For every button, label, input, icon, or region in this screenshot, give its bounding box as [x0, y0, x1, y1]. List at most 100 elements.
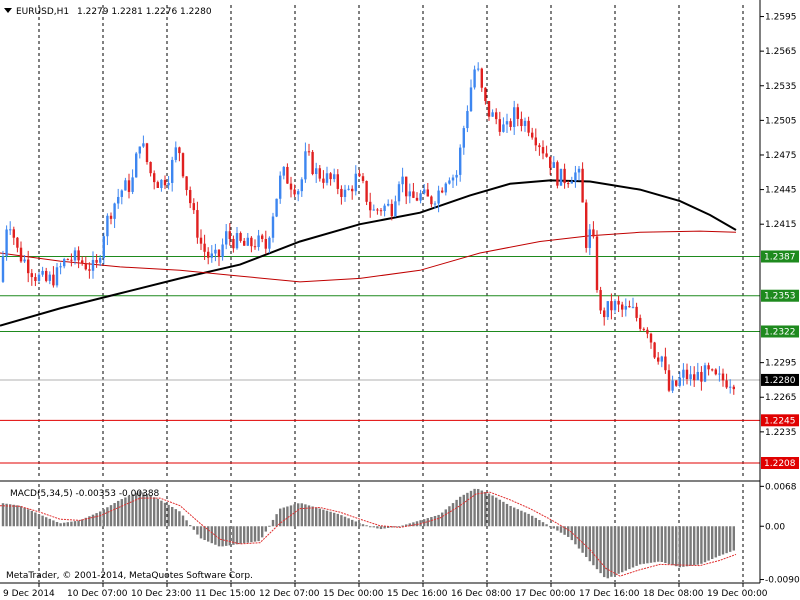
- candle-body: [235, 233, 239, 249]
- candle-body: [527, 120, 530, 133]
- macd-bar: [531, 515, 534, 527]
- macd-bar: [405, 524, 408, 527]
- candle-body: [304, 151, 307, 180]
- macd-bar: [559, 526, 563, 533]
- macd-bar: [653, 526, 656, 563]
- candle-body: [149, 162, 152, 174]
- candle-body: [23, 259, 26, 262]
- candle-body: [351, 188, 354, 192]
- candle-body: [300, 179, 303, 192]
- candle-body: [250, 237, 253, 247]
- candle-body: [315, 168, 318, 175]
- candle-body: [520, 118, 523, 127]
- macd-bar: [376, 526, 379, 529]
- price-tick-label: 1.2505: [765, 116, 797, 126]
- macd-bar: [5, 503, 8, 527]
- macd-bar: [257, 526, 260, 542]
- macd-bar: [99, 511, 102, 527]
- macd-bar: [732, 526, 735, 551]
- macd-bar: [167, 504, 170, 527]
- macd-bar: [642, 526, 645, 564]
- candle-body: [113, 203, 116, 219]
- macd-bar: [160, 500, 163, 527]
- macd-bar: [325, 510, 329, 527]
- candle-body: [678, 377, 681, 386]
- macd-bar: [621, 526, 624, 573]
- macd-bar: [203, 526, 206, 541]
- candle-body: [268, 237, 271, 249]
- price-tick-label: 1.2295: [765, 359, 797, 369]
- price-tag-box: [761, 250, 799, 263]
- macd-bar: [48, 518, 51, 527]
- candle-body: [189, 190, 192, 204]
- macd-bar: [585, 526, 588, 558]
- macd-bar: [117, 500, 120, 527]
- macd-bar: [574, 526, 577, 545]
- macd-bar: [196, 526, 199, 535]
- price-tag-box: [761, 414, 799, 427]
- candle-body: [322, 178, 325, 183]
- macd-bar: [163, 502, 167, 527]
- candle-body: [45, 270, 48, 281]
- grid-layer: [38, 5, 744, 582]
- macd-bar: [628, 526, 631, 570]
- macd-bar: [318, 508, 321, 527]
- candle-body: [405, 176, 408, 197]
- candle-body: [426, 189, 429, 197]
- macd-bar: [689, 526, 692, 566]
- candle-body: [336, 174, 339, 189]
- candle-body: [480, 68, 483, 88]
- candle-body: [102, 236, 105, 258]
- macd-bar: [239, 526, 242, 544]
- macd-bar: [304, 504, 307, 527]
- candle-body: [509, 121, 512, 127]
- macd-bar: [581, 526, 584, 553]
- macd-bar: [477, 489, 480, 527]
- candle-body: [725, 380, 728, 388]
- macd-bar: [9, 504, 12, 527]
- macd-bar: [693, 526, 696, 566]
- macd-bar: [340, 515, 343, 527]
- candle-body: [639, 317, 642, 329]
- candle-body: [534, 137, 537, 146]
- candle-body: [63, 259, 66, 267]
- candle-body: [387, 203, 390, 206]
- candle-body: [433, 203, 437, 205]
- macd-bar: [703, 526, 707, 563]
- macd-bar: [523, 512, 527, 527]
- candle-body: [243, 240, 246, 246]
- candle-body: [297, 191, 300, 195]
- candle-body: [318, 168, 321, 179]
- candle-body: [347, 188, 350, 190]
- macd-bar: [657, 526, 660, 562]
- candle-body: [207, 251, 210, 258]
- time-tick-label: 16 Dec 08:00: [451, 589, 512, 599]
- time-tick-label: 15 Dec 00:00: [323, 589, 384, 599]
- macd-bar: [282, 507, 285, 527]
- candle-body: [696, 371, 699, 381]
- candle-body: [19, 247, 23, 262]
- candle-body: [84, 263, 87, 270]
- macd-bar: [729, 526, 732, 552]
- macd-bar: [225, 526, 228, 546]
- candle-body: [232, 238, 235, 249]
- macd-bar: [509, 505, 512, 527]
- macd-bar: [95, 513, 98, 527]
- candle-body: [253, 246, 257, 248]
- macd-bar: [217, 526, 221, 547]
- macd-bar: [185, 520, 188, 527]
- candle-body: [516, 107, 519, 119]
- candle-body: [37, 274, 41, 281]
- macd-bar: [12, 504, 15, 527]
- candle-body: [549, 156, 552, 168]
- candle-body: [451, 177, 455, 181]
- macd-bar: [16, 505, 19, 527]
- candle-body: [487, 101, 491, 117]
- candle-body: [390, 203, 393, 217]
- triangle-down-icon[interactable]: [4, 8, 12, 13]
- candle-body: [401, 176, 404, 185]
- macd-bar: [552, 526, 555, 529]
- candle-body: [437, 190, 440, 204]
